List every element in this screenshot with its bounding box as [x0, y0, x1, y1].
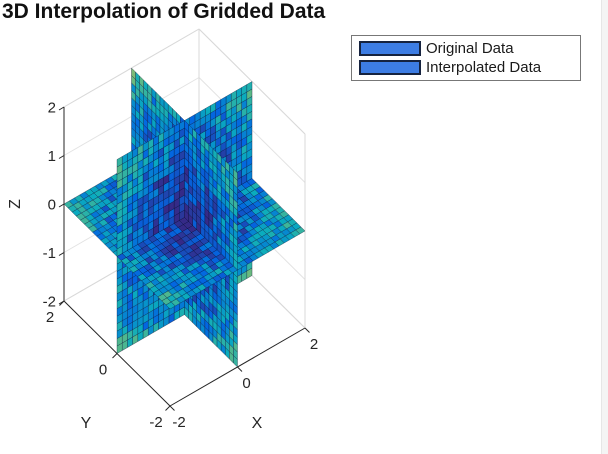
legend-swatch-icon — [359, 41, 421, 56]
x-axis-label: X — [252, 415, 263, 432]
y-tick-mark — [59, 300, 65, 306]
y-tick-label: 0 — [99, 362, 107, 379]
z-tick-label: 0 — [48, 197, 56, 214]
legend-box[interactable]: Original Data Interpolated Data — [351, 35, 581, 81]
legend-item: Original Data — [359, 39, 576, 58]
y-tick-label: -2 — [149, 414, 162, 431]
x-tick-label: 2 — [310, 336, 318, 353]
x-tick-mark — [169, 405, 175, 411]
plot-title: 3D Interpolation of Gridded Data — [2, 0, 326, 23]
legend-item: Interpolated Data — [359, 58, 576, 77]
z-tick-mark — [58, 155, 65, 159]
y-tick-mark — [112, 353, 118, 359]
z-tick-mark — [58, 203, 65, 208]
x-tick-mark — [304, 327, 310, 333]
z-tick-label: -2 — [43, 294, 56, 311]
z-axis-label: Z — [7, 199, 24, 209]
y-axis-label: Y — [81, 415, 92, 432]
x-tick-label: -2 — [172, 414, 185, 431]
y-tick-mark — [165, 405, 171, 411]
mesh-cell — [165, 301, 176, 310]
z-tick-label: -1 — [43, 245, 56, 262]
legend-swatch-icon — [359, 60, 421, 75]
mesh-cell — [233, 168, 238, 181]
window-right-edge — [601, 0, 608, 454]
x-tick-label: 0 — [242, 375, 250, 392]
legend-label: Original Data — [426, 40, 514, 57]
z-tick-label: 2 — [48, 100, 56, 117]
z-tick-label: 1 — [48, 148, 56, 165]
legend-label: Interpolated Data — [426, 59, 542, 76]
x-tick-mark — [237, 366, 243, 372]
mesh-cell — [116, 156, 123, 168]
z-tick-mark — [58, 106, 65, 111]
y-tick-label: 2 — [46, 309, 54, 326]
z-tick-mark — [58, 252, 65, 256]
slice-planes-mesh — [63, 67, 306, 368]
